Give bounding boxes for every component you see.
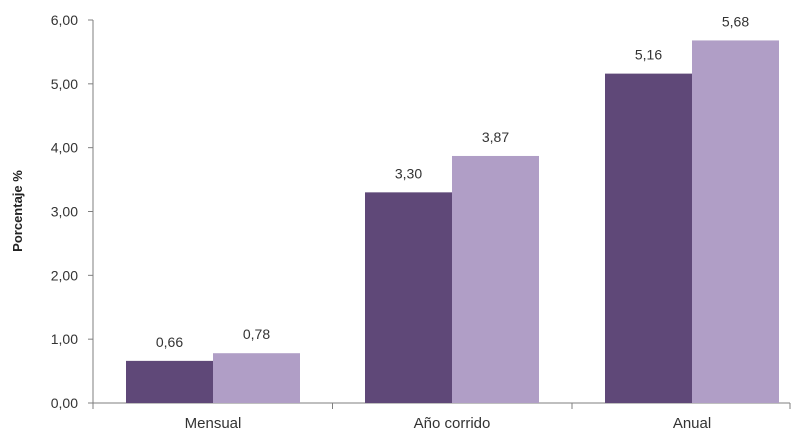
bar-series-1 <box>126 360 213 403</box>
data-label: 0,66 <box>156 334 183 350</box>
bar-series-1 <box>365 192 452 403</box>
data-label: 5,68 <box>722 13 749 29</box>
x-axis: Mensual Año corrido Anual <box>92 402 791 430</box>
bars <box>126 40 779 404</box>
bar-series-2 <box>213 353 300 403</box>
y-tick-label: 5,00 <box>51 76 78 92</box>
x-category-label: Mensual <box>185 415 242 430</box>
y-tick-label: 0,00 <box>51 395 78 411</box>
x-category-label: Año corrido <box>414 415 491 430</box>
y-axis-title: Porcentaje % <box>10 170 25 252</box>
y-axis: 0,00 1,00 2,00 3,00 4,00 5,00 6,00 <box>51 12 94 411</box>
y-tick-label: 1,00 <box>51 331 78 347</box>
y-tick-label: 4,00 <box>51 140 78 156</box>
bar-series-2 <box>692 40 779 403</box>
data-label: 3,30 <box>395 165 422 181</box>
bar-series-2 <box>452 155 539 403</box>
bar-series-1 <box>605 73 692 404</box>
y-tick-label: 2,00 <box>51 267 78 283</box>
y-tick-label: 3,00 <box>51 204 78 220</box>
x-category-label: Anual <box>673 415 711 430</box>
data-label: 5,16 <box>635 47 662 63</box>
data-label: 3,87 <box>482 129 509 145</box>
data-labels: 0,66 3,30 5,16 0,78 3,87 5,68 <box>156 13 749 349</box>
y-tick-label: 6,00 <box>51 12 78 28</box>
data-label: 0,78 <box>243 326 270 342</box>
